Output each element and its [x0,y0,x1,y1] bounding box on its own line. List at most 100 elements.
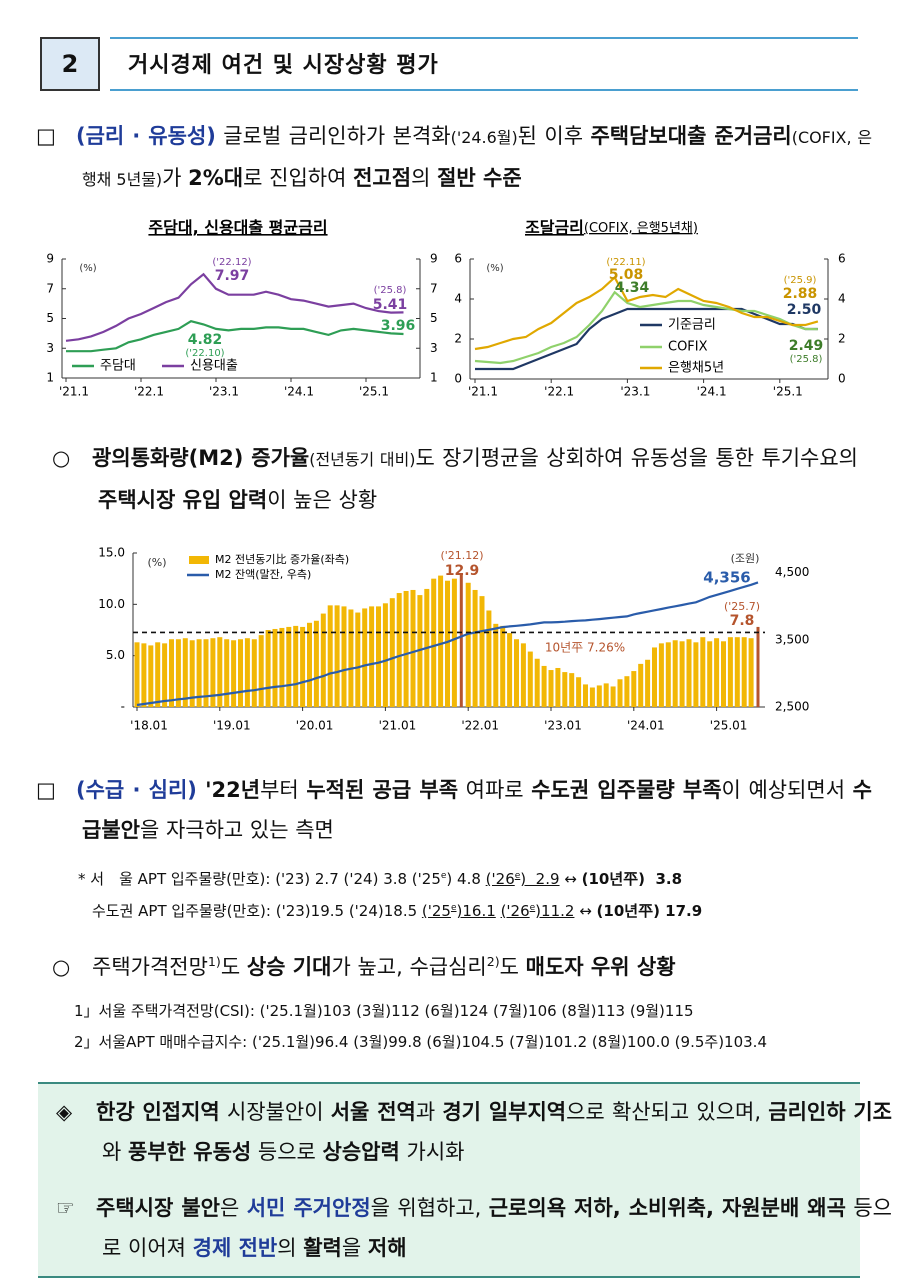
bar [672,640,678,707]
bar [610,686,616,707]
legend-label: 기준금리 [668,318,716,333]
bar [734,637,740,707]
text-run: 상승 기대 [246,955,332,979]
bar [272,628,278,707]
bar [624,676,630,707]
bar [376,606,381,707]
summary-point: ☞ 주택시장 불안은 서민 주거안정을 위협하고, 근로의욕 저하, 소비위축, … [56,1188,892,1268]
bar [638,663,644,707]
annotation: (%) [486,263,503,274]
section-number: 2 [40,37,100,91]
annotation: ('25.7) [724,600,760,613]
annotation: (%) [147,556,166,569]
annotation: ('21.12) [440,549,483,562]
x-tick-label: '23.1 [209,385,239,399]
bar [631,671,637,707]
text-run: )16.1 [456,902,496,920]
text-run: 을 [341,1236,368,1260]
bar [603,683,609,707]
y-tick-label: 15.0 [98,546,125,560]
bar [686,639,692,707]
line [474,290,818,365]
summary-box [38,1082,860,1278]
bar [562,672,568,707]
text-run: 주택가격전망 [92,955,208,979]
bar [355,612,361,707]
bar [141,643,147,707]
chart-title-text: 주담대, 신용대출 평균금리 [148,218,327,237]
bar [486,610,492,707]
bar [231,640,237,707]
y-tick-label: 5 [46,311,54,325]
annotation: 4.34 [615,280,650,296]
y-tick-label: 5.0 [106,648,125,662]
bar [748,638,754,707]
annotation: 7.97 [215,268,250,284]
y2-tick-label: 4 [838,292,846,306]
note: * 서 울 APT 입주물량(만호): ('23) 2.7 ('24) 3.8 … [78,860,682,895]
bar [389,598,395,707]
bar [707,641,713,707]
bar [514,639,519,707]
text-run: ('25 [421,902,451,920]
bar [465,582,471,707]
x-tick-label: '25.01 [710,719,748,733]
chart-title: 조달금리(COFIX, 은행5년채) [525,218,698,237]
bar [410,589,416,707]
x-tick-label: '18.01 [130,719,168,733]
text-run: ) 4.8 [446,870,486,888]
text-run: ○ [52,446,71,470]
text-run: 의 [277,1236,304,1260]
bar [313,620,319,707]
text-run: 도 장기평균을 상회하여 유동성을 통한 투기수요의 [415,446,858,470]
text-run: 주택담보대출 준거금리 [590,124,792,148]
text-run: 된 이후 [517,124,591,148]
bar [451,578,457,707]
paragraph: ○ 광의통화량(M2) 증가율(전년동기 대비)도 장기평균을 상회하여 유동성을… [52,438,858,520]
text-run: * 서 울 APT 입주물량(만호): ('23) 2.7 ('24) 3.8 … [78,870,441,888]
bar [251,639,257,707]
bar [382,603,388,707]
annotation: ('22.12) [212,257,251,268]
text-run: 서민 주거안정 [246,1196,371,1220]
paragraph: ○ 주택가격전망1)도 상승 기대가 높고, 수급심리2)도 매도자 우위 상황 [52,942,898,987]
bar [727,637,733,707]
bar [396,593,402,707]
footnote: 1」서울 주택가격전망(CSI): ('25.1월)103 (3월)112 (6… [74,1002,694,1020]
bar [155,642,161,707]
text-run: 가 [162,166,189,190]
bar [438,575,444,707]
bar [196,639,202,707]
bar [652,647,657,707]
text-run: 금리인하 기조 [768,1100,892,1124]
annotation: 12.9 [445,563,480,579]
annotation: ('25.8) [790,354,823,365]
bar [741,637,747,707]
y2-tick-label: 5 [430,311,438,325]
x-tick-label: '21.01 [379,719,417,733]
text-run: 상승압력 [322,1140,400,1164]
bar [756,626,760,707]
legend-label: 주담대 [100,359,136,374]
bar [555,667,561,707]
bar [362,608,368,707]
y2-tick-label: 6 [838,252,846,266]
bar [541,665,547,707]
bar [658,643,664,707]
text-run: 광의통화량(M2) 증가율 [92,446,310,470]
annotation: ('25.8) [374,285,407,296]
text-run: ☞ [56,1196,75,1220]
bar [576,677,582,707]
legend-label: COFIX [668,340,708,355]
text-run: 경제 전반 [192,1236,278,1260]
y2-tick-label: 3 [430,341,438,355]
text-run: ↔ [559,870,582,888]
text-run: 2) [486,954,500,969]
bar [527,651,533,707]
text-run: 활력 [303,1236,342,1260]
text-run: 부터 [260,778,307,802]
bar [348,609,354,707]
text-run: ) 2.9 [520,870,560,888]
annotation: 7.8 [730,613,755,629]
bar [569,673,575,707]
